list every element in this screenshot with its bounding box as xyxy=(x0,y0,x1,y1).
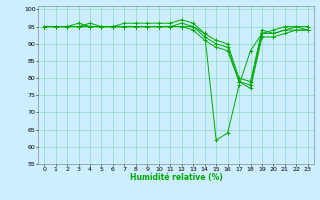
X-axis label: Humidité relative (%): Humidité relative (%) xyxy=(130,173,222,182)
